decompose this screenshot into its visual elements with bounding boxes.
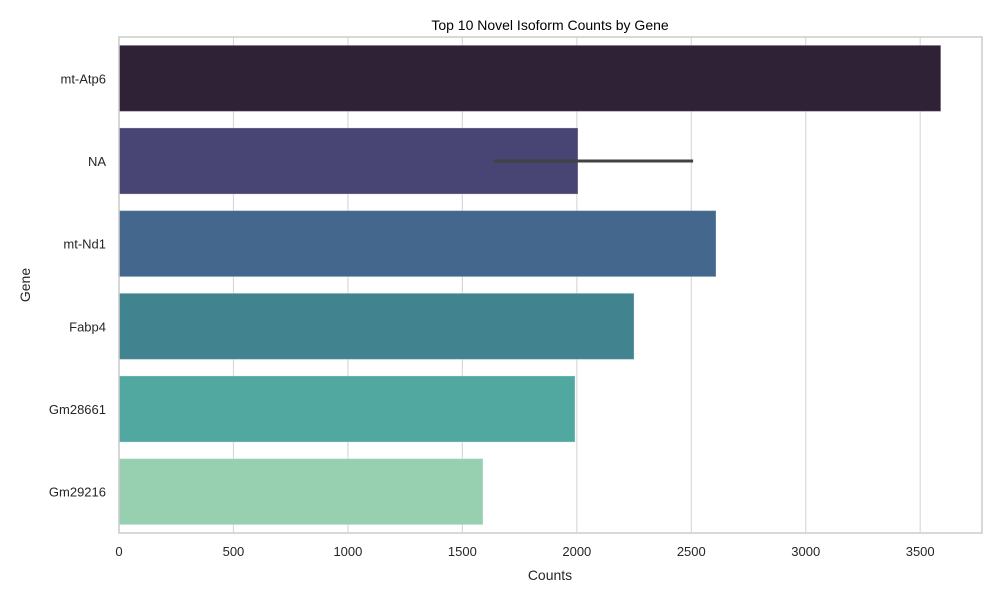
- bar-fabp4: [118, 292, 635, 360]
- x-tick-label: 500: [223, 544, 245, 559]
- plot-frame: [118, 36, 983, 534]
- x-tick-label: 1000: [333, 544, 362, 559]
- bar-gm28661: [118, 375, 576, 443]
- y-tick-label: NA: [88, 154, 106, 169]
- x-tick-label: 0: [115, 544, 122, 559]
- x-tick-label: 2000: [562, 544, 591, 559]
- x-tick-label: 3000: [791, 544, 820, 559]
- bar-gm29216: [118, 458, 484, 526]
- y-tick-label: mt-Atp6: [60, 71, 106, 86]
- y-tick-label: Gm29216: [49, 485, 106, 500]
- x-axis-ticks: 0 500 1000 1500 2000 2500 3000 3500: [115, 544, 934, 559]
- x-axis-label: Counts: [528, 567, 572, 583]
- gridlines: [118, 37, 921, 533]
- bar-mt-nd1: [118, 210, 717, 278]
- x-tick-label: 2500: [677, 544, 706, 559]
- x-tick-label: 1500: [448, 544, 477, 559]
- y-tick-label: Gm28661: [49, 402, 106, 417]
- bars: [118, 44, 942, 526]
- y-axis-label: Gene: [17, 268, 33, 302]
- bar-mt-atp6: [118, 44, 942, 112]
- y-tick-label: Fabp4: [69, 319, 106, 334]
- y-tick-label: mt-Nd1: [63, 237, 106, 252]
- chart-title: Top 10 Novel Isoform Counts by Gene: [431, 17, 669, 33]
- y-axis-ticks: mt-Atp6 NA mt-Nd1 Fabp4 Gm28661 Gm29216: [49, 71, 106, 499]
- x-tick-label: 3500: [906, 544, 935, 559]
